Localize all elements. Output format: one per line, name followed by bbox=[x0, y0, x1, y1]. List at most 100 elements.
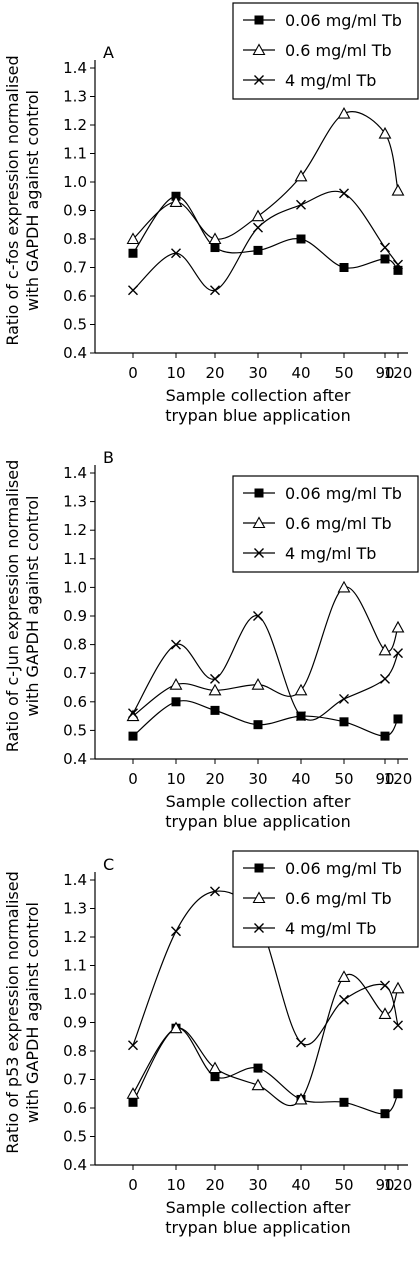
data-point bbox=[128, 708, 138, 719]
legend: 0.06 mg/ml Tb 0.6 mg/ml Tb 4 mg/ml Tb bbox=[232, 2, 419, 100]
series-line bbox=[132, 1027, 399, 1115]
legend: 0.06 mg/ml Tb 0.6 mg/ml Tb 4 mg/ml Tb bbox=[232, 850, 419, 948]
data-point bbox=[251, 677, 265, 690]
legend-label: 0.06 mg/ml Tb bbox=[285, 484, 402, 503]
x-tick-label: 20 bbox=[205, 1176, 224, 1194]
legend-label: 4 mg/ml Tb bbox=[285, 544, 376, 563]
y-tick-label: 1.3 bbox=[63, 88, 87, 106]
y-tick-label: 0.5 bbox=[63, 316, 87, 334]
y-tick-label: 1.3 bbox=[63, 900, 87, 918]
data-point bbox=[339, 188, 349, 199]
y-tick-label: 1.3 bbox=[63, 493, 87, 511]
x-tick-label: 40 bbox=[291, 364, 310, 382]
y-tick-label: 1.2 bbox=[63, 928, 87, 946]
legend-marker bbox=[254, 863, 264, 873]
x-tick-label: 50 bbox=[334, 364, 353, 382]
y-tick-label: 1.2 bbox=[63, 116, 87, 134]
x-tick-label: 50 bbox=[334, 1176, 353, 1194]
legend-marker bbox=[252, 43, 266, 56]
data-point bbox=[337, 106, 351, 119]
data-point bbox=[210, 705, 220, 715]
y-tick-label: 0.8 bbox=[63, 1042, 87, 1060]
series-square bbox=[128, 1023, 403, 1119]
data-point bbox=[208, 1061, 222, 1074]
x-tick-label: 20 bbox=[205, 364, 224, 382]
data-point bbox=[337, 970, 351, 982]
y-tick-label: 0.6 bbox=[63, 287, 87, 305]
series-cross bbox=[128, 611, 403, 722]
y-axis-label: with GAPDH against control bbox=[23, 90, 42, 311]
data-point bbox=[391, 183, 405, 196]
data-point bbox=[393, 1089, 403, 1099]
legend-marker bbox=[254, 15, 264, 25]
data-point bbox=[128, 1040, 138, 1051]
x-tick-label: 90 bbox=[375, 364, 394, 382]
data-point bbox=[339, 693, 349, 704]
data-point bbox=[169, 677, 183, 690]
x-tick-label: 120 bbox=[384, 1176, 413, 1194]
data-point bbox=[391, 981, 405, 994]
legend-label: 0.6 mg/ml Tb bbox=[285, 889, 392, 908]
chart-panel-b: 0.4 0.5 0.6 0.7 0.8 0.9 1.0 1.1 1.2 1.3 1.4 0 10 20 30… bbox=[3, 448, 419, 831]
legend-marker bbox=[254, 75, 264, 85]
legend-marker bbox=[254, 488, 264, 498]
data-point bbox=[339, 994, 349, 1005]
panel-letter: B bbox=[103, 448, 114, 467]
y-tick-label: 0.4 bbox=[63, 344, 87, 362]
legend-label: 4 mg/ml Tb bbox=[285, 71, 376, 90]
y-axis-label: with GAPDH against control bbox=[23, 496, 42, 717]
legend-marker bbox=[254, 548, 264, 558]
y-tick-label: 0.7 bbox=[63, 664, 87, 682]
data-point bbox=[378, 1007, 392, 1019]
y-tick-label: 1.4 bbox=[63, 871, 87, 889]
chart-panel-c: 0.4 0.5 0.6 0.7 0.8 0.9 1.0 1.1 1.2 1.3 1.4 0 10 20 30… bbox=[3, 850, 419, 1237]
y-tick-label: 0.6 bbox=[63, 693, 87, 711]
data-point bbox=[337, 580, 351, 593]
x-tick-label: 40 bbox=[291, 1176, 310, 1194]
series-triangle bbox=[126, 106, 405, 245]
data-point bbox=[380, 1109, 390, 1119]
data-point bbox=[210, 243, 220, 253]
y-tick-label: 1.4 bbox=[63, 464, 87, 482]
y-tick-label: 0.9 bbox=[63, 202, 87, 220]
y-axis-label: with GAPDH against control bbox=[23, 902, 42, 1123]
data-point bbox=[296, 711, 306, 722]
x-tick-label: 30 bbox=[248, 364, 267, 382]
data-point bbox=[339, 263, 349, 272]
data-point bbox=[294, 169, 308, 182]
data-point bbox=[296, 234, 306, 244]
data-point bbox=[208, 683, 222, 696]
data-point bbox=[380, 731, 390, 741]
data-point bbox=[126, 232, 140, 245]
data-point bbox=[171, 248, 181, 259]
data-point bbox=[294, 1092, 308, 1105]
data-point bbox=[296, 199, 306, 210]
data-point bbox=[253, 611, 263, 621]
series-line bbox=[132, 190, 399, 291]
data-point bbox=[393, 648, 403, 659]
panel-letter: C bbox=[103, 855, 114, 874]
x-tick-label: 0 bbox=[128, 770, 138, 788]
series-cross bbox=[128, 188, 403, 296]
data-point bbox=[393, 714, 403, 724]
y-tick-label: 1.0 bbox=[63, 985, 87, 1003]
data-point bbox=[253, 1063, 263, 1073]
x-tick-label: 30 bbox=[248, 1176, 267, 1194]
y-tick-label: 1.1 bbox=[63, 550, 87, 568]
data-point bbox=[251, 209, 265, 222]
x-tick-label: 50 bbox=[334, 770, 353, 788]
legend-label: 0.6 mg/ml Tb bbox=[285, 514, 392, 533]
y-tick-label: 1.1 bbox=[63, 145, 87, 163]
x-tick-label: 20 bbox=[205, 770, 224, 788]
x-axis-label: trypan blue application bbox=[165, 406, 350, 425]
y-tick-label: 0.5 bbox=[63, 721, 87, 739]
x-tick-label: 120 bbox=[384, 364, 413, 382]
x-tick-label: 10 bbox=[166, 1176, 185, 1194]
legend-box bbox=[232, 475, 419, 573]
data-point bbox=[253, 222, 263, 233]
data-point bbox=[128, 285, 138, 296]
series-triangle bbox=[126, 580, 405, 722]
y-tick-label: 0.7 bbox=[63, 259, 87, 277]
data-point bbox=[378, 643, 392, 656]
